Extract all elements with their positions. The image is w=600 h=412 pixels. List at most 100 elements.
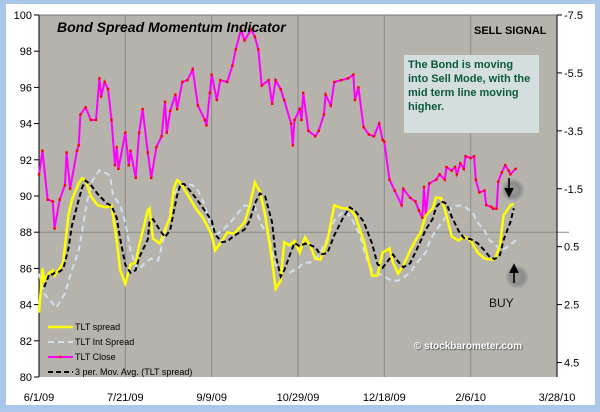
tlt-close-point bbox=[438, 173, 441, 176]
tlt-close-point bbox=[428, 182, 431, 185]
x-tick-label: 7/21/09 bbox=[107, 392, 144, 404]
tlt-close-point bbox=[464, 154, 467, 158]
tlt-close-point bbox=[63, 183, 67, 187]
tlt-close-point bbox=[181, 80, 184, 84]
x-tick-label: 10/29/09 bbox=[277, 392, 320, 404]
tlt-close-point bbox=[110, 118, 113, 122]
tlt-close-point bbox=[455, 173, 459, 176]
tlt-close-point bbox=[491, 207, 495, 210]
tlt-close-point bbox=[504, 164, 507, 167]
tlt-close-point bbox=[58, 198, 61, 201]
tlt-close-point bbox=[377, 122, 381, 125]
tlt-close-point bbox=[174, 93, 177, 96]
tlt-close-point bbox=[322, 113, 326, 116]
tlt-close-point bbox=[314, 135, 317, 138]
tlt-close-point bbox=[196, 104, 200, 107]
tlt-close-point bbox=[298, 107, 301, 111]
tlt-close-point bbox=[163, 100, 167, 104]
legend: TLT spread TLT Int Spread TLT Close 3 per. … bbox=[48, 322, 192, 377]
right-tick-label: 2.5 bbox=[564, 300, 579, 312]
tlt-close-point bbox=[137, 131, 141, 134]
down-arrow-icon bbox=[504, 178, 514, 198]
legend-label: 3 per. Mov. Avg. (TLT spread) bbox=[75, 367, 192, 377]
tlt-close-point bbox=[324, 93, 327, 96]
tlt-close-point bbox=[507, 169, 510, 172]
left-tick-label: 80 bbox=[20, 372, 32, 384]
tlt-close-point bbox=[445, 165, 448, 169]
tlt-close-point bbox=[469, 156, 472, 160]
tlt-close-point bbox=[367, 133, 370, 136]
tlt-close-point bbox=[103, 80, 106, 84]
tlt-close-point bbox=[421, 216, 424, 219]
x-tick-label: 9/9/09 bbox=[196, 392, 227, 404]
tlt-close-point bbox=[146, 151, 149, 154]
tlt-close-point bbox=[400, 203, 403, 207]
right-tick-label: -1.5 bbox=[564, 184, 583, 196]
tlt-close-point bbox=[203, 118, 206, 122]
left-tick-label: 88 bbox=[20, 227, 32, 239]
tlt-close-point bbox=[514, 167, 517, 171]
tlt-close-point bbox=[388, 178, 391, 181]
tlt-close-point bbox=[84, 106, 87, 109]
signal-arrows bbox=[501, 178, 529, 289]
tlt-close-point bbox=[472, 154, 476, 158]
left-tick-label: 94 bbox=[20, 119, 32, 131]
tlt-close-point bbox=[346, 77, 350, 80]
tlt-close-point bbox=[94, 118, 98, 122]
tlt-close-point bbox=[257, 48, 260, 51]
tlt-close-point bbox=[353, 98, 357, 102]
tlt-close-point bbox=[68, 187, 72, 190]
tlt-close-point bbox=[117, 167, 120, 171]
series-tlt-int-spread bbox=[38, 168, 518, 310]
tlt-close-point bbox=[65, 151, 68, 154]
tlt-close-point bbox=[134, 176, 137, 180]
tlt-close-point bbox=[497, 180, 500, 183]
tlt-close-point bbox=[352, 73, 355, 76]
tlt-close-point bbox=[383, 140, 386, 143]
up-arrow-icon bbox=[509, 263, 519, 283]
left-tick-label: 86 bbox=[20, 263, 32, 275]
tlt-close-point bbox=[79, 113, 82, 116]
tlt-close-point bbox=[219, 78, 222, 82]
left-tick-label: 92 bbox=[20, 155, 32, 167]
tlt-close-point bbox=[165, 131, 168, 134]
tlt-close-point bbox=[483, 189, 486, 192]
tlt-close-point bbox=[329, 104, 333, 107]
left-tick-label: 96 bbox=[20, 82, 32, 94]
tlt-close-point bbox=[75, 149, 79, 152]
tlt-close-point bbox=[175, 107, 179, 111]
tlt-close-point bbox=[150, 176, 153, 180]
left-tick-label: 100 bbox=[14, 10, 32, 22]
tlt-close-point bbox=[357, 86, 360, 89]
tlt-close-point bbox=[231, 64, 234, 67]
legend-label: TLT spread bbox=[75, 322, 120, 332]
tlt-close-point bbox=[434, 178, 438, 181]
series-tlt-spread bbox=[37, 176, 515, 313]
tlt-close-point bbox=[422, 185, 426, 189]
sell-arrow-glow bbox=[501, 178, 525, 202]
tlt-close-point bbox=[155, 145, 158, 149]
tlt-close-point bbox=[243, 39, 246, 42]
tlt-close-point bbox=[250, 28, 253, 31]
tlt-close-point bbox=[307, 129, 310, 133]
tlt-close-point bbox=[234, 48, 238, 51]
tlt-close-point bbox=[300, 118, 303, 122]
left-tick-label: 90 bbox=[20, 191, 32, 203]
tlt-close-point bbox=[106, 88, 110, 91]
tlt-close-point bbox=[98, 77, 101, 80]
tlt-close-point bbox=[462, 167, 465, 171]
tlt-close-point bbox=[270, 102, 274, 105]
right-tick-label: -3.5 bbox=[564, 126, 583, 138]
tlt-close-point bbox=[169, 109, 172, 113]
tlt-close-point bbox=[279, 88, 282, 91]
tlt-close-point bbox=[289, 122, 293, 125]
tlt-close-point bbox=[215, 98, 219, 102]
right-tick-label: -7.5 bbox=[564, 10, 583, 22]
x-tick-label: 12/18/09 bbox=[363, 392, 406, 404]
tlt-close-point bbox=[381, 138, 384, 142]
tlt-close-point bbox=[474, 178, 478, 181]
tlt-close-point bbox=[186, 78, 189, 82]
tlt-close-point bbox=[500, 171, 503, 174]
tlt-close-point bbox=[260, 84, 263, 87]
